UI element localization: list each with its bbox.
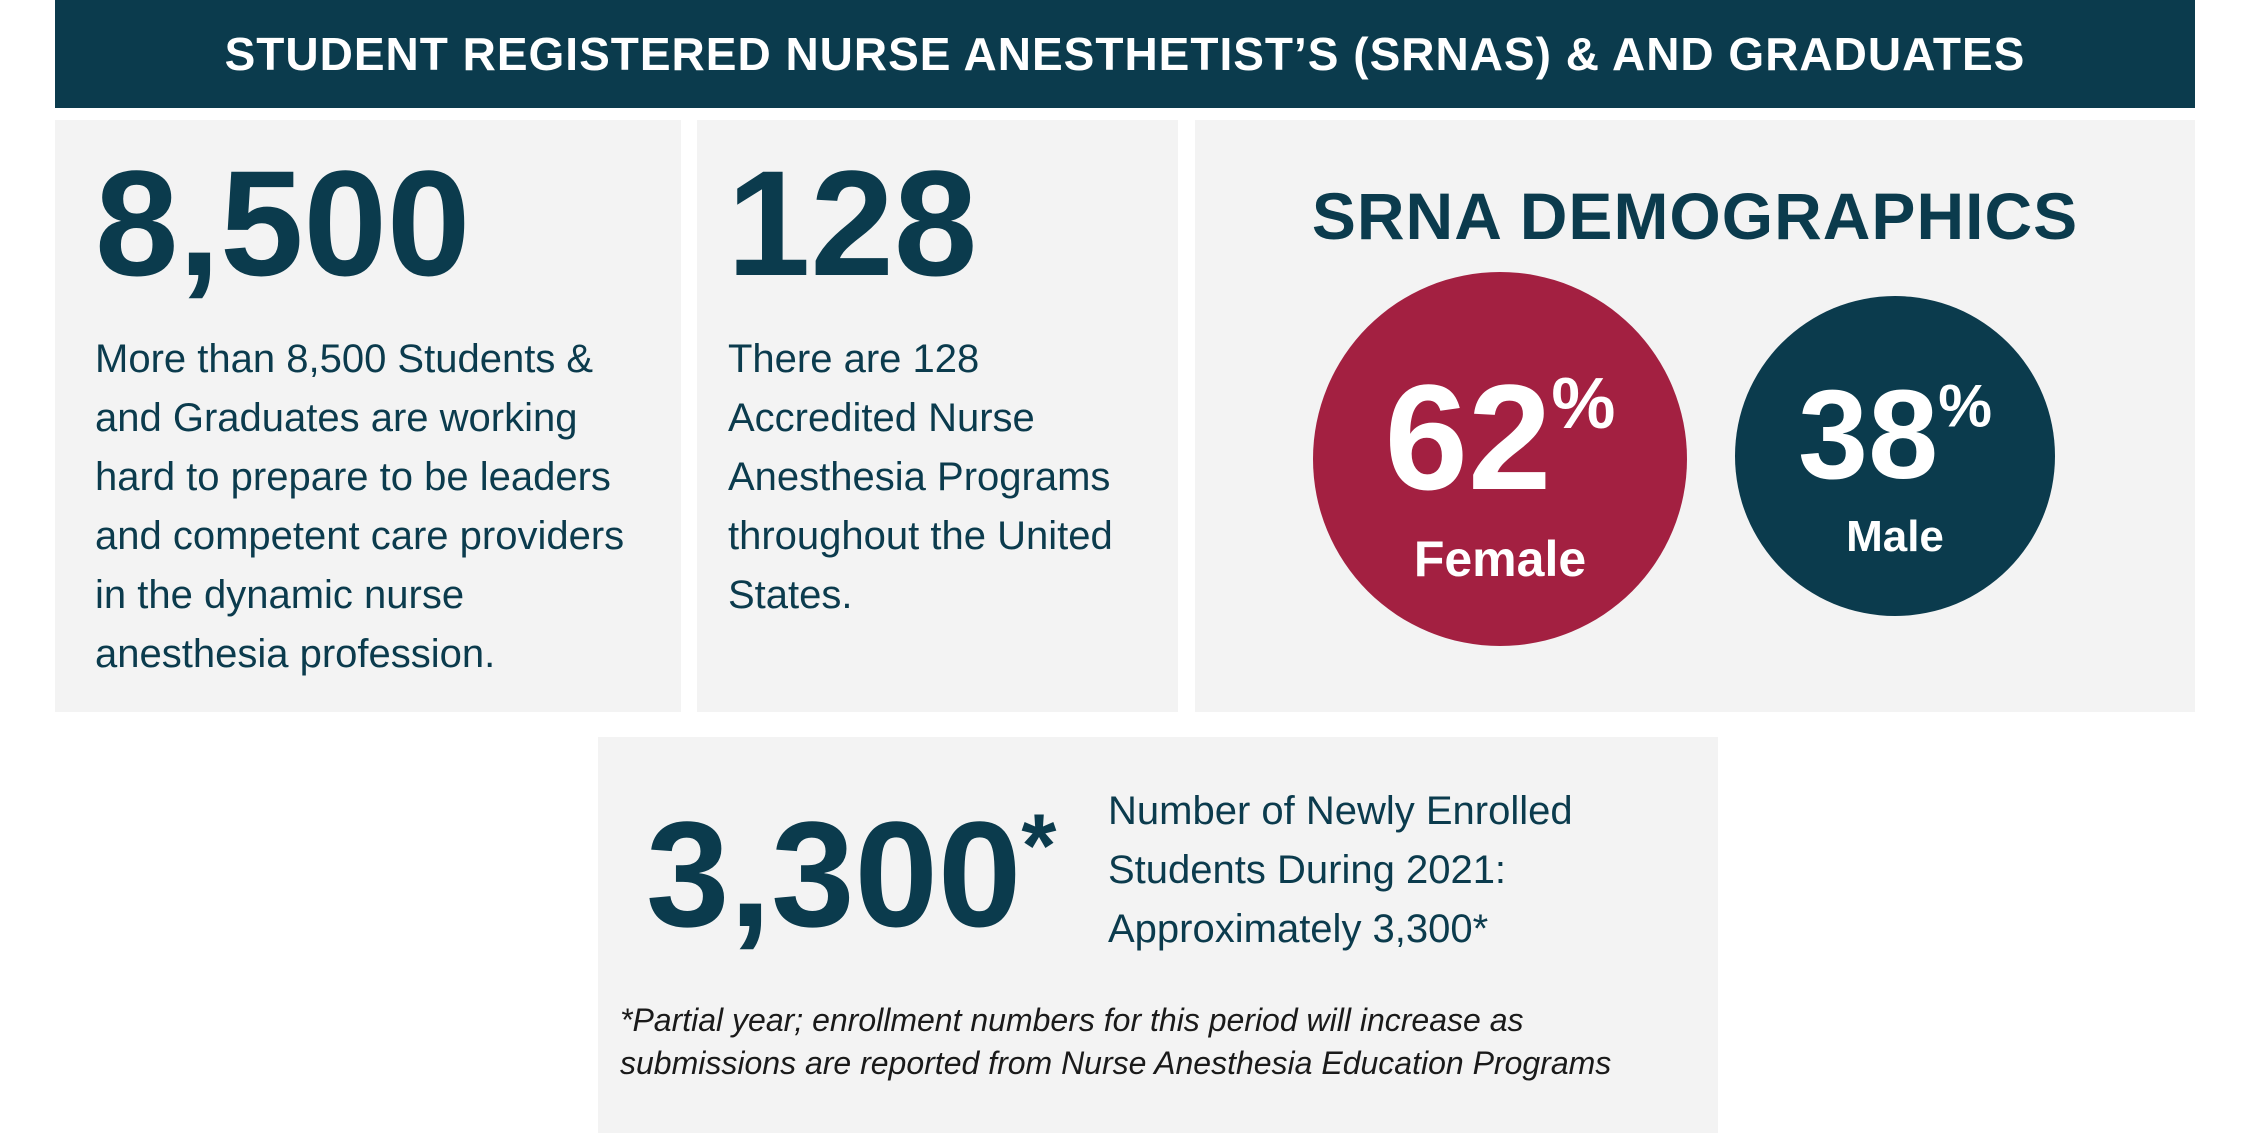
students-card: 8,500 More than 8,500 Students & and Gra… [55,120,681,712]
male-value: 38 [1798,364,1939,505]
page-title: STUDENT REGISTERED NURSE ANESTHETIST’S (… [224,28,2026,80]
header-banner: STUDENT REGISTERED NURSE ANESTHETIST’S (… [55,0,2195,108]
female-circle: 62% Female [1313,272,1687,646]
students-description: More than 8,500 Students & and Graduates… [95,337,625,676]
enrollment-number-wrapper: 3,300* [646,799,1056,949]
enrollment-footnote: *Partial year; enrollment numbers for th… [620,1002,1612,1081]
female-percent-symbol: % [1551,363,1616,444]
male-percent-symbol: % [1938,371,1992,440]
programs-description: There are 128 Accredited Nurse Anesthesi… [728,337,1113,617]
male-label: Male [1846,512,1944,561]
male-circle: 38% Male [1735,296,2055,616]
male-percentage: 38% [1735,372,2055,498]
female-label: Female [1413,531,1587,587]
demographics-title: SRNA DEMOGRAPHICS [1311,179,2079,253]
female-value: 62 [1384,353,1552,521]
female-percentage: 62% [1313,362,1687,512]
enrollment-asterisk: * [1021,796,1057,897]
programs-card: 128 There are 128 Accredited Nurse Anest… [697,120,1178,712]
enrollment-number: 3,300 [646,790,1022,958]
programs-number: 128 [727,139,978,307]
demographics-card: SRNA DEMOGRAPHICS 62% Female 38% Male [1195,120,2195,712]
enrollment-description: Number of Newly Enrolled Students During… [1108,789,1573,951]
enrollment-card: 3,300* Number of Newly Enrolled Students… [598,737,1718,1133]
students-number: 8,500 [95,139,471,307]
